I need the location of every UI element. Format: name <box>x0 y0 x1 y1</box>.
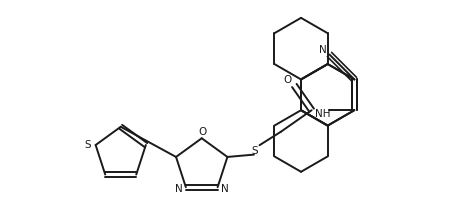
Text: NH: NH <box>315 109 330 119</box>
Text: O: O <box>284 75 292 85</box>
Text: S: S <box>251 145 258 155</box>
Text: N: N <box>319 45 326 55</box>
Text: O: O <box>198 126 207 136</box>
Text: N: N <box>175 184 182 193</box>
Text: S: S <box>85 140 91 150</box>
Text: N: N <box>221 184 229 193</box>
